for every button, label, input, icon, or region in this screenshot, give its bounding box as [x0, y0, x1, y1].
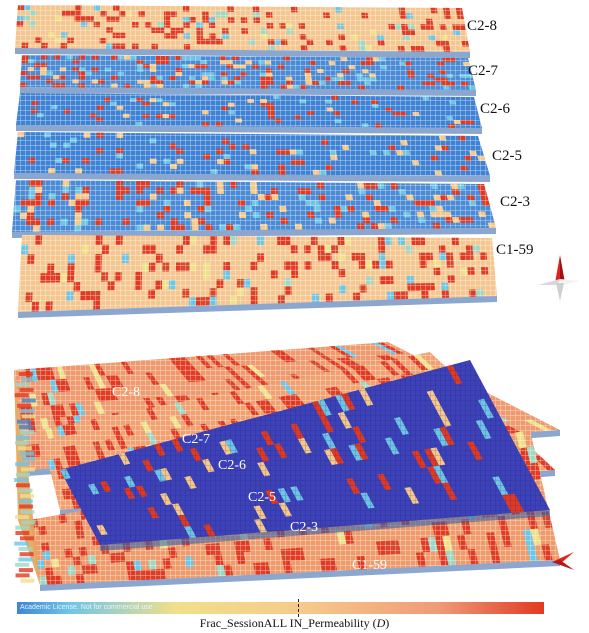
caption-unit: D	[376, 616, 386, 630]
top-layer-slab	[18, 235, 497, 318]
block-side-cell	[20, 430, 35, 435]
block-side-cell	[18, 372, 33, 376]
caption-suffix: )	[385, 616, 390, 630]
block-side-cell	[15, 440, 30, 445]
block-side-cell	[19, 425, 34, 429]
block-side-cell	[14, 393, 29, 398]
top-layer-label: C2-3	[500, 194, 530, 210]
block-side-cell	[18, 568, 33, 573]
block-side-cell	[21, 398, 36, 403]
block-side-cell	[16, 472, 31, 477]
block-side-cell	[19, 552, 34, 557]
top-layer-label: C1-59	[496, 242, 534, 258]
block-side-cell	[14, 478, 29, 482]
caption-prefix: Frac_SessionALL IN_Permeability (	[199, 616, 377, 630]
top-layer-label: C2-8	[467, 18, 497, 34]
block-side-cell	[17, 446, 32, 451]
colorbar	[17, 602, 544, 614]
bottom-layer-label: C2-8	[112, 385, 140, 400]
top-layer-slab	[15, 5, 470, 58]
top-layer-slab	[14, 132, 490, 182]
block-side-cell	[18, 499, 33, 504]
license-watermark: Academic License. Not for commercial use	[20, 604, 153, 611]
top-layer-slab	[20, 55, 476, 96]
block-side-cell	[21, 414, 36, 419]
block-side-cell	[15, 435, 30, 440]
block-side-cell	[15, 531, 30, 535]
block-side-cell	[15, 462, 30, 467]
block-side-cell	[15, 382, 30, 387]
top-layer-label: C2-6	[480, 101, 510, 117]
block-side-cell	[17, 419, 32, 424]
block-side-cell	[18, 557, 33, 562]
block-side-cell	[18, 546, 33, 551]
top-layer-label: C2-7	[468, 63, 498, 79]
top-model	[12, 5, 497, 318]
orientation-arrow-icon	[552, 552, 574, 570]
top-layer-label: C2-5	[492, 148, 522, 164]
block-side-cell	[19, 504, 34, 509]
bottom-layer-slab	[60, 360, 550, 551]
block-side-cell	[15, 525, 30, 530]
block-side-cell	[20, 451, 35, 456]
top-layer-slab	[16, 93, 482, 134]
block-side-cell	[15, 515, 30, 520]
block-side-cell	[15, 573, 30, 578]
block-side-cell	[21, 377, 36, 382]
block-side-cell	[18, 488, 33, 493]
colorbar-caption: Frac_SessionALL IN_Permeability (D)	[0, 616, 589, 631]
bottom-layer-label: C2-3	[290, 520, 318, 535]
block-side-face	[14, 370, 40, 585]
block-side-cell	[20, 409, 35, 414]
bottom-layer-label: C2-7	[182, 432, 210, 447]
block-side-cell	[15, 483, 30, 488]
bottom-layer-label: C2-5	[248, 490, 276, 505]
block-side-cell	[19, 387, 34, 392]
block-side-cell	[19, 536, 34, 541]
colorbar-midpoint-tick	[298, 599, 299, 617]
block-side-cell	[20, 578, 35, 583]
bottom-layer-label: C1-59	[352, 558, 387, 573]
block-side-cell	[21, 456, 36, 461]
block-side-cell	[20, 467, 35, 472]
block-side-cell	[17, 403, 32, 408]
block-side-cell	[20, 509, 35, 514]
top-layer-slab	[12, 180, 496, 238]
block-side-cell	[21, 520, 36, 525]
block-side-cell	[14, 541, 29, 546]
orientation-arrow-icon	[538, 255, 580, 301]
block-side-cell	[15, 562, 30, 567]
bottom-model	[14, 342, 560, 591]
bottom-layer-label: C2-6	[218, 458, 246, 473]
block-side-cell	[20, 493, 35, 498]
